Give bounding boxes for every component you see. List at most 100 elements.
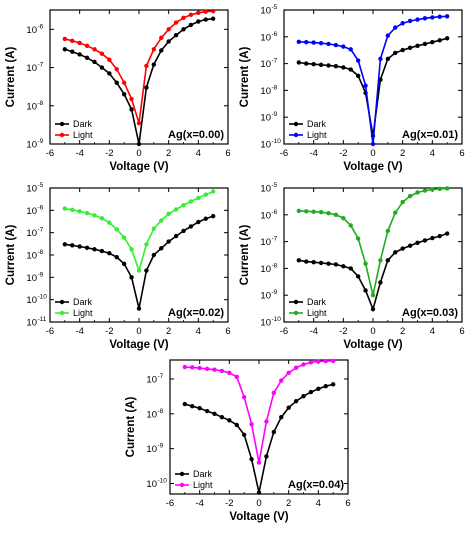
data-point-light xyxy=(121,80,127,85)
x-tick-label: -6 xyxy=(280,148,288,159)
y-axis-title: Current (A) xyxy=(5,224,17,285)
data-point-light xyxy=(166,211,171,216)
data-point-dark xyxy=(188,22,194,28)
data-point-dark xyxy=(181,228,186,234)
y-tick-label: 10 xyxy=(146,444,157,455)
x-tick-label: 4 xyxy=(430,326,435,337)
data-point-dark xyxy=(378,280,383,285)
data-point-light xyxy=(430,187,435,192)
legend-label-light: Light xyxy=(73,308,93,318)
data-point-dark xyxy=(92,247,97,252)
data-point-light xyxy=(370,293,376,298)
data-point-dark xyxy=(430,39,435,45)
y-tick-exponent: -9 xyxy=(158,443,164,450)
data-point-light xyxy=(407,193,413,199)
data-point-light xyxy=(400,21,405,26)
data-point-light xyxy=(203,192,208,197)
data-point-light xyxy=(422,16,428,21)
data-point-light xyxy=(173,20,179,25)
data-point-dark xyxy=(323,383,328,389)
data-point-light xyxy=(279,378,284,383)
y-tick-label: 10 xyxy=(26,273,37,284)
data-point-light xyxy=(301,362,306,367)
data-point-dark xyxy=(196,19,201,24)
data-point-dark xyxy=(77,244,82,249)
data-point-dark xyxy=(333,63,339,69)
y-axis-title: Current (A) xyxy=(239,46,251,107)
x-tick-label: -6 xyxy=(46,148,54,159)
data-point-dark xyxy=(196,219,201,225)
data-point-dark xyxy=(173,33,179,38)
data-point-light xyxy=(264,419,269,424)
data-point-light xyxy=(107,57,112,62)
data-point-light xyxy=(181,15,186,21)
data-point-dark xyxy=(256,490,262,495)
data-point-dark xyxy=(99,248,105,254)
data-point-dark xyxy=(415,240,420,246)
data-point-light xyxy=(444,14,450,19)
data-point-light xyxy=(333,212,339,218)
data-point-dark xyxy=(430,235,435,241)
data-point-light xyxy=(219,368,225,374)
x-tick-label: 6 xyxy=(225,326,230,337)
y-axis-title: Current (A) xyxy=(125,396,137,457)
data-point-light xyxy=(77,209,82,214)
data-point-light xyxy=(92,47,97,52)
y-tick-label: 10 xyxy=(260,140,271,151)
data-point-light xyxy=(166,27,171,32)
data-point-dark xyxy=(286,405,291,410)
data-point-light xyxy=(181,202,186,208)
data-point-dark xyxy=(204,408,210,414)
data-point-light xyxy=(249,422,254,427)
data-point-light xyxy=(437,14,442,19)
data-point-dark xyxy=(210,16,216,21)
y-tick-label: 10 xyxy=(26,25,37,36)
y-tick-label: 10 xyxy=(26,318,37,329)
y-tick-label: 10 xyxy=(260,210,271,221)
y-tick-label: 10 xyxy=(26,63,37,74)
data-point-dark xyxy=(210,213,216,219)
data-point-dark xyxy=(422,41,428,47)
y-tick-label: 10 xyxy=(260,59,271,70)
y-tick-label: 10 xyxy=(26,206,37,217)
data-point-dark xyxy=(151,252,157,258)
data-point-light xyxy=(114,227,119,232)
data-point-dark xyxy=(393,50,398,56)
x-tick-label: -4 xyxy=(195,498,203,509)
data-point-light xyxy=(271,390,277,396)
data-point-dark xyxy=(316,386,321,392)
data-point-dark xyxy=(296,258,302,263)
x-tick-label: 0 xyxy=(370,148,375,159)
data-point-light xyxy=(437,186,442,192)
legend-marker-dark xyxy=(293,299,299,305)
data-point-dark xyxy=(444,231,450,236)
data-point-light xyxy=(330,358,336,364)
data-point-dark xyxy=(84,55,90,60)
y-tick-exponent: -5 xyxy=(272,182,278,189)
y-tick-label: 10 xyxy=(260,318,271,329)
y-tick-label: 10 xyxy=(260,113,271,124)
x-tick-label: -4 xyxy=(309,326,317,337)
data-point-dark xyxy=(407,243,413,248)
legend-marker-light xyxy=(293,310,299,316)
data-point-dark xyxy=(181,27,186,32)
data-point-light xyxy=(121,235,127,240)
x-tick-label: -6 xyxy=(166,498,174,509)
data-point-light xyxy=(210,8,216,14)
data-point-light xyxy=(378,258,383,263)
legend-label-light: Light xyxy=(193,480,213,490)
data-point-light xyxy=(311,209,316,214)
x-tick-label: 2 xyxy=(400,326,405,337)
x-tick-label: -2 xyxy=(339,326,347,337)
data-point-light xyxy=(159,35,164,40)
y-tick-exponent: -10 xyxy=(38,294,48,301)
x-axis-title: Voltage (V) xyxy=(343,161,402,173)
data-point-dark xyxy=(70,243,75,248)
y-tick-label: 10 xyxy=(26,101,37,112)
data-point-light xyxy=(210,189,216,194)
data-point-light xyxy=(323,358,328,364)
y-tick-label: 10 xyxy=(260,6,271,17)
